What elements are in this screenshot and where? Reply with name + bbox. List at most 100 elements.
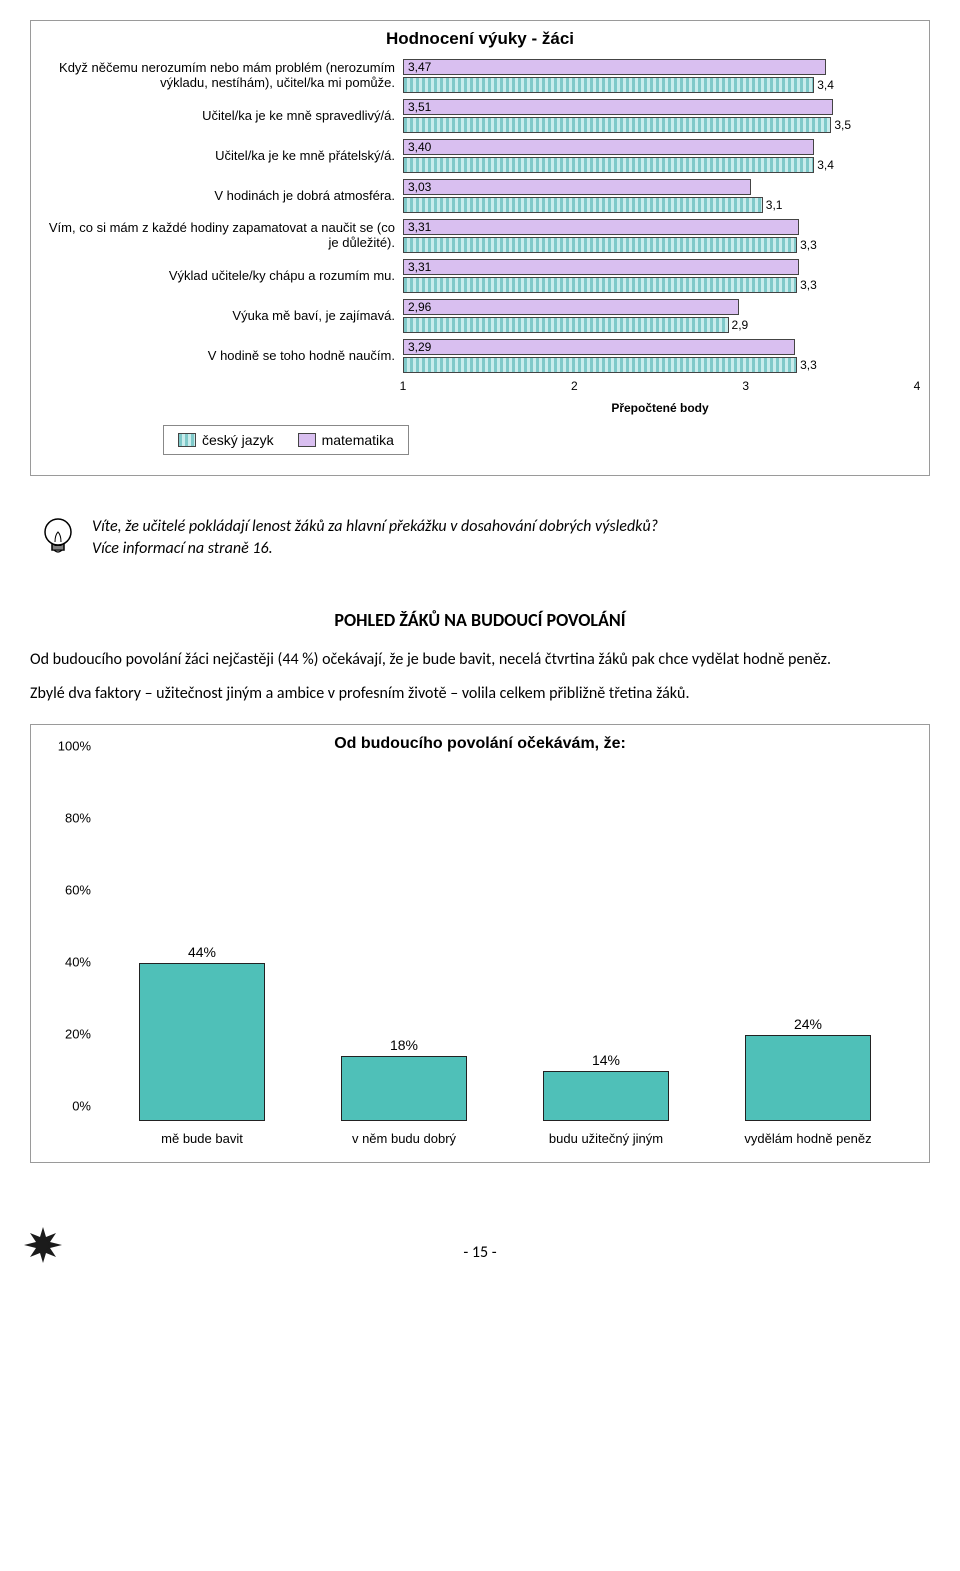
chart1-axis-ticks: 1234 xyxy=(403,379,917,397)
legend-item-math: matematika xyxy=(298,432,394,448)
hbar-bars: 3,403,4 xyxy=(403,139,917,173)
page-number: - 15 - xyxy=(463,1243,496,1262)
vbar-value-label: 44% xyxy=(188,944,216,964)
legend-item-czech: český jazyk xyxy=(178,432,274,448)
vbar-x-label: vydělám hodně peněz xyxy=(707,1131,909,1146)
hbar-group: V hodinách je dobrá atmosféra. 3,03 3,1 xyxy=(43,179,917,213)
tip-line2: Více informací na straně 16. xyxy=(92,538,658,560)
hbar-label: V hodinách je dobrá atmosféra. xyxy=(43,189,403,204)
hbar-label: Výklad učitele/ky chápu a rozumím mu. xyxy=(43,269,403,284)
bar-value-label: 3,31 xyxy=(408,220,431,234)
legend-label-czech: český jazyk xyxy=(202,432,274,448)
bar-value-label: 2,9 xyxy=(728,318,749,332)
vbar-column: 24% xyxy=(707,761,909,1121)
bar-cesky-jazyk: 2,9 xyxy=(403,317,729,333)
bar-cesky-jazyk: 3,5 xyxy=(403,117,831,133)
bar-value-label: 3,29 xyxy=(408,340,431,354)
bar-value-label: 3,51 xyxy=(408,100,431,114)
hbar-label: Učitel/ka je ke mně spravedlivý/á. xyxy=(43,109,403,124)
chart1-legend: český jazyk matematika xyxy=(163,425,409,455)
hbar-group: V hodině se toho hodně naučím. 3,29 3,3 xyxy=(43,339,917,373)
bar-cesky-jazyk: 3,1 xyxy=(403,197,763,213)
chart2-x-labels: mě bude bavitv něm budu dobrýbudu užiteč… xyxy=(101,1131,909,1146)
vbar-value-label: 24% xyxy=(794,1016,822,1036)
hbar-bars: 3,31 3,3 xyxy=(403,219,917,253)
vbar-bar: 44% xyxy=(139,963,264,1121)
page-footer: - 15 - xyxy=(30,1243,930,1262)
bar-cesky-jazyk: 3,3 xyxy=(403,357,797,373)
hbar-group: Vím, co si mám z každé hodiny zapamatova… xyxy=(43,219,917,253)
axis-tick: 4 xyxy=(914,379,921,393)
bar-matematika: 3,40 xyxy=(403,139,814,155)
hbar-bars: 3,03 3,1 xyxy=(403,179,917,213)
section-heading: POHLED ŽÁKŮ NA BUDOUCÍ POVOLÁNÍ xyxy=(30,609,930,631)
y-axis-label: 20% xyxy=(65,1027,101,1042)
bar-value-label: 3,5 xyxy=(830,118,851,132)
bar-value-label: 2,96 xyxy=(408,300,431,314)
axis-tick: 2 xyxy=(571,379,578,393)
chart2-plot: 44%18%14%24% 0%20%40%60%80%100% xyxy=(101,761,909,1121)
bar-value-label: 3,3 xyxy=(796,278,817,292)
bar-matematika: 3,31 xyxy=(403,259,799,275)
chart2-columns: 44% 18% 14% 24% xyxy=(101,761,909,1121)
bar-cesky-jazyk: 3,3 xyxy=(403,277,797,293)
vbar-value-label: 18% xyxy=(390,1037,418,1057)
vbar-bar: 24% xyxy=(745,1035,870,1121)
hbar-group: Učitel/ka je ke mně přátelský/á.3,403,4 xyxy=(43,139,917,173)
bar-cesky-jazyk: 3,3 xyxy=(403,237,797,253)
hbar-group: Když něčemu nerozumím nebo mám problém (… xyxy=(43,59,917,93)
hbar-group: Výuka mě baví, je zajímavá. 2,96 2,9 xyxy=(43,299,917,333)
bar-value-label: 3,31 xyxy=(408,260,431,274)
bar-cesky-jazyk: 3,4 xyxy=(403,77,814,93)
hbar-group: Výklad učitele/ky chápu a rozumím mu.3,3… xyxy=(43,259,917,293)
bar-value-label: 3,47 xyxy=(408,60,431,74)
legend-swatch-math xyxy=(298,433,316,447)
y-axis-label: 80% xyxy=(65,811,101,826)
bar-matematika: 3,29 xyxy=(403,339,795,355)
hbar-bars: 3,31 3,3 xyxy=(403,259,917,293)
hbar-bars: 3,47 3,4 xyxy=(403,59,917,93)
vbar-x-label: budu užitečný jiným xyxy=(505,1131,707,1146)
vbar-value-label: 14% xyxy=(592,1052,620,1072)
vbar-column: 14% xyxy=(505,761,707,1121)
vbar-bar: 14% xyxy=(543,1071,668,1121)
hbar-label: Vím, co si mám z každé hodiny zapamatova… xyxy=(43,221,403,251)
tip-line1: Víte, že učitelé pokládají lenost žáků z… xyxy=(92,516,658,538)
chart-evaluation-panel: Hodnocení výuky - žáci Když něčemu neroz… xyxy=(30,20,930,476)
axis-tick: 1 xyxy=(400,379,407,393)
chart-expectation-panel: Od budoucího povolání očekávám, že: 44% 1… xyxy=(30,724,930,1163)
bar-matematika: 3,31 xyxy=(403,219,799,235)
paragraph-2: Zbylé dva faktory – užitečnost jiným a a… xyxy=(30,683,930,705)
chart1-axis-area: 1234 Přepočtené body xyxy=(403,379,917,415)
bar-matematika: 3,51 xyxy=(403,99,833,115)
chart1-axis-label: Přepočtené body xyxy=(403,401,917,415)
splat-icon xyxy=(20,1221,66,1272)
hbar-label: V hodině se toho hodně naučím. xyxy=(43,349,403,364)
hbar-label: Výuka mě baví, je zajímavá. xyxy=(43,309,403,324)
vbar-x-label: v něm budu dobrý xyxy=(303,1131,505,1146)
hbar-label: Učitel/ka je ke mně přátelský/á. xyxy=(43,149,403,164)
bar-value-label: 3,3 xyxy=(796,238,817,252)
lightbulb-icon xyxy=(38,516,78,569)
vbar-column: 18% xyxy=(303,761,505,1121)
bar-matematika: 2,96 xyxy=(403,299,739,315)
vbar-column: 44% xyxy=(101,761,303,1121)
legend-label-math: matematika xyxy=(322,432,394,448)
bar-value-label: 3,40 xyxy=(408,140,431,154)
bar-value-label: 3,1 xyxy=(762,198,783,212)
hbar-group: Učitel/ka je ke mně spravedlivý/á.3,513,… xyxy=(43,99,917,133)
y-axis-label: 40% xyxy=(65,955,101,970)
axis-tick: 3 xyxy=(742,379,749,393)
chart1-title: Hodnocení výuky - žáci xyxy=(43,29,917,49)
y-axis-label: 60% xyxy=(65,883,101,898)
bar-value-label: 3,03 xyxy=(408,180,431,194)
hbar-bars: 3,51 3,5 xyxy=(403,99,917,133)
bar-value-label: 3,3 xyxy=(796,358,817,372)
tip-row: Víte, že učitelé pokládají lenost žáků z… xyxy=(38,516,922,569)
chart2-title: Od budoucího povolání očekávám, že: xyxy=(51,735,909,753)
vbar-x-label: mě bude bavit xyxy=(101,1131,303,1146)
y-axis-label: 100% xyxy=(58,739,101,754)
bar-matematika: 3,03 xyxy=(403,179,751,195)
y-axis-label: 0% xyxy=(72,1099,101,1114)
hbar-bars: 2,96 2,9 xyxy=(403,299,917,333)
